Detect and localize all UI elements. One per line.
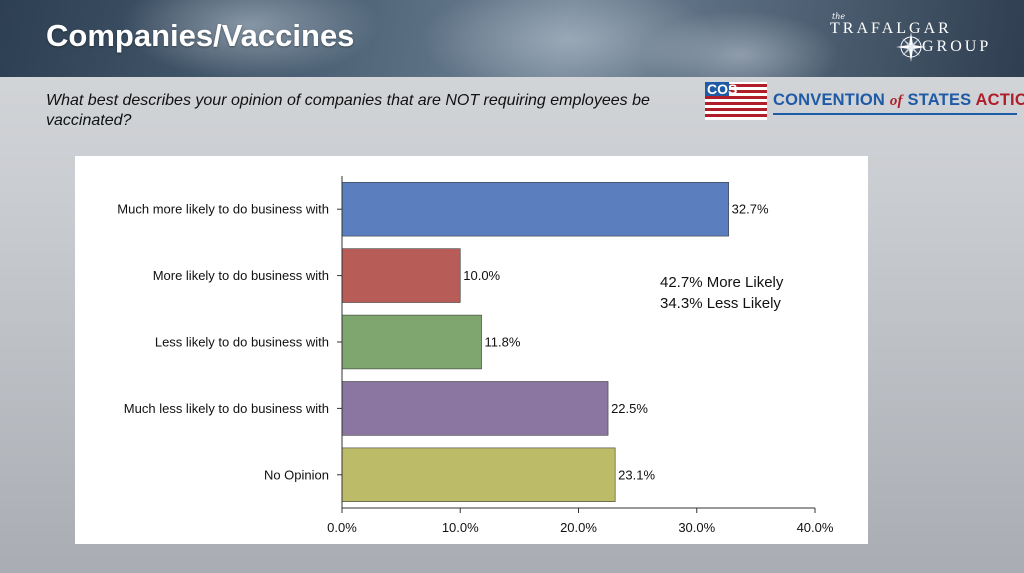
cos-underline [773, 113, 1017, 115]
x-tick-label: 0.0% [327, 520, 357, 535]
logo-line2: GROUP [922, 38, 992, 55]
category-label: More likely to do business with [153, 268, 329, 283]
convention-of-states-logo: COS CONVENTION of STATES ACTION [705, 82, 1024, 122]
logo-line1: TRAFALGAR [830, 20, 952, 37]
cos-name-part2: STATES [907, 91, 972, 109]
logo-small-text: the [832, 12, 846, 21]
bar [341, 182, 729, 237]
cloud-decoration [120, 0, 380, 77]
bar [341, 248, 461, 303]
cos-badge-text: COS [707, 82, 737, 97]
x-tick-label: 30.0% [678, 520, 715, 535]
compass-star-icon [896, 32, 926, 62]
page-title: Companies/Vaccines [46, 18, 355, 53]
summary-less-likely: 34.3% Less Likely [660, 295, 781, 312]
trafalgar-group-logo: the TRAFALGAR GROUP [826, 10, 988, 70]
bar [341, 314, 482, 370]
cos-name: CONVENTION of STATES ACTION [773, 91, 1024, 110]
cos-name-of: of [889, 93, 903, 109]
category-label: No Opinion [264, 467, 329, 482]
category-label: Much more likely to do business with [117, 202, 329, 217]
data-label: 10.0% [463, 268, 500, 283]
data-label: 22.5% [611, 401, 648, 416]
data-label: 11.8% [485, 335, 521, 350]
survey-question: What best describes your opinion of comp… [46, 92, 650, 129]
data-label: 23.1% [618, 467, 655, 482]
category-label: Much less likely to do business with [124, 401, 329, 416]
cloud-decoration [640, 10, 840, 77]
cos-flag-badge: COS [705, 82, 767, 120]
cos-name-part1: CONVENTION [773, 91, 886, 109]
cos-name-part3: ACTION [975, 91, 1024, 109]
header-banner: Companies/Vaccines the TRAFALGAR GROUP [0, 0, 1024, 77]
chart-panel: 32.7% Much more likely to do business wit… [75, 156, 868, 544]
summary-box: 42.7% More Likely 34.3% Less Likely [660, 272, 783, 314]
data-label: 32.7% [732, 202, 769, 217]
bar [341, 381, 609, 436]
x-tick-label: 10.0% [442, 520, 479, 535]
summary-more-likely: 42.7% More Likely [660, 274, 784, 291]
x-tick-label: 20.0% [560, 520, 597, 535]
category-label: Less likely to do business with [155, 335, 329, 350]
bar-chart: 32.7% Much more likely to do business wit… [117, 176, 834, 535]
x-tick-label: 40.0% [797, 520, 834, 535]
bar [341, 447, 616, 502]
